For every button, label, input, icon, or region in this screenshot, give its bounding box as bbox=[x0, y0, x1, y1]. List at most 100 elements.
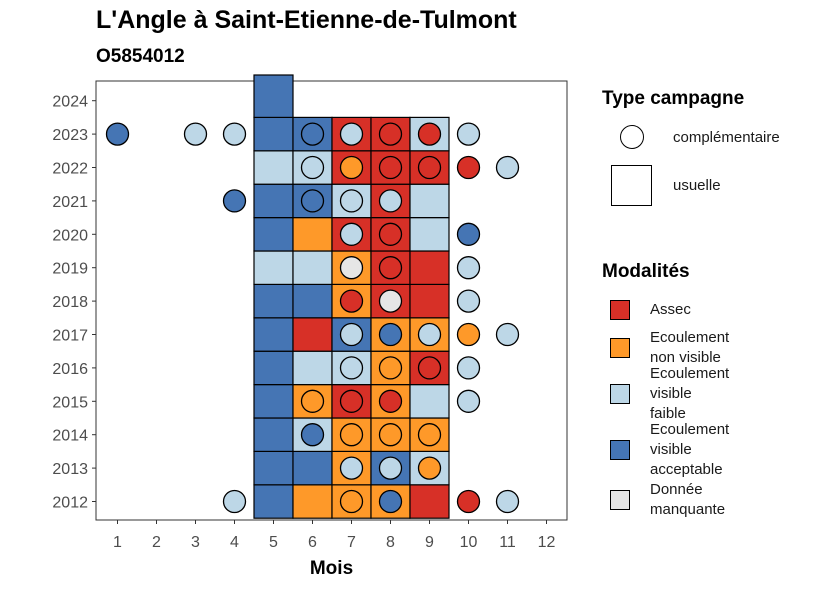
tile-2018-6 bbox=[292, 283, 333, 319]
tile-2013-6 bbox=[292, 450, 333, 486]
tile-2024-5 bbox=[253, 74, 294, 119]
tile-2021-9 bbox=[409, 183, 450, 219]
point-2017-7 bbox=[339, 322, 364, 347]
point-2019-7 bbox=[339, 256, 364, 280]
point-2022-11 bbox=[495, 155, 520, 180]
point-2017-9 bbox=[417, 322, 442, 347]
point-2022-6 bbox=[300, 155, 325, 180]
point-2023-9 bbox=[417, 122, 442, 146]
point-2021-8 bbox=[378, 189, 403, 213]
point-2023-1 bbox=[105, 122, 130, 146]
tile-2017-5 bbox=[253, 317, 294, 352]
legend-swatch-4 bbox=[610, 490, 630, 510]
tile-2020-5 bbox=[253, 217, 294, 252]
point-2017-11 bbox=[495, 322, 520, 347]
point-2014-6 bbox=[300, 423, 325, 447]
y-tick-label-2013: 2013 bbox=[52, 461, 88, 478]
tile-2018-9 bbox=[409, 283, 450, 319]
y-tick-label-2024: 2024 bbox=[52, 94, 88, 111]
x-tick-label-6: 6 bbox=[308, 534, 317, 551]
legend-type-complementaire: complémentaire bbox=[673, 129, 780, 146]
tile-2016-5 bbox=[253, 350, 294, 386]
point-2015-10 bbox=[456, 389, 481, 413]
point-2012-11 bbox=[495, 489, 520, 514]
x-tick-label-10: 10 bbox=[460, 534, 478, 551]
point-2012-10 bbox=[456, 489, 481, 514]
point-2014-8 bbox=[378, 423, 403, 447]
y-tick-label-2019: 2019 bbox=[52, 261, 88, 278]
point-2012-4 bbox=[222, 489, 247, 514]
point-2022-9 bbox=[417, 155, 442, 180]
point-2013-9 bbox=[417, 456, 442, 480]
point-2020-8 bbox=[378, 222, 403, 246]
point-2016-9 bbox=[417, 356, 442, 380]
x-tick-label-1: 1 bbox=[113, 534, 122, 551]
legend-swatch-0 bbox=[610, 300, 630, 320]
point-2013-8 bbox=[378, 456, 403, 480]
point-2013-7 bbox=[339, 456, 364, 480]
legend-swatch-3 bbox=[610, 440, 630, 460]
x-tick-label-4: 4 bbox=[230, 534, 239, 551]
x-tick-label-8: 8 bbox=[386, 534, 395, 551]
tile-2022-5 bbox=[253, 150, 294, 185]
tile-2019-6 bbox=[292, 250, 333, 286]
y-tick-label-2023: 2023 bbox=[52, 127, 88, 144]
point-2023-7 bbox=[339, 122, 364, 146]
tile-2016-6 bbox=[292, 350, 333, 386]
legend-swatch-1 bbox=[610, 338, 630, 358]
y-tick-label-2022: 2022 bbox=[52, 161, 88, 178]
x-tick-label-2: 2 bbox=[152, 534, 161, 551]
x-tick-label-9: 9 bbox=[425, 534, 434, 551]
point-2015-7 bbox=[339, 389, 364, 413]
x-tick-label-3: 3 bbox=[191, 534, 200, 551]
x-axis-title: Mois bbox=[310, 558, 353, 579]
y-tick-label-2015: 2015 bbox=[52, 394, 88, 411]
x-tick-label-7: 7 bbox=[347, 534, 356, 551]
point-2012-7 bbox=[339, 489, 364, 514]
point-2020-7 bbox=[339, 222, 364, 246]
point-2023-10 bbox=[456, 122, 481, 146]
tile-2015-9 bbox=[409, 384, 450, 419]
tile-2023-5 bbox=[253, 116, 294, 152]
y-tick-label-2012: 2012 bbox=[52, 495, 88, 512]
legend-label-0: Assec bbox=[650, 301, 691, 318]
point-2021-4 bbox=[222, 189, 247, 213]
tile-2014-5 bbox=[253, 417, 294, 453]
y-tick-label-2021: 2021 bbox=[52, 194, 88, 211]
legend-type-usuelle: usuelle bbox=[673, 177, 721, 194]
y-tick-label-2017: 2017 bbox=[52, 328, 88, 345]
point-2015-6 bbox=[300, 389, 325, 413]
point-2019-8 bbox=[378, 256, 403, 280]
point-2023-6 bbox=[300, 122, 325, 146]
tile-2012-9 bbox=[409, 484, 450, 519]
point-2023-3 bbox=[183, 122, 208, 146]
x-tick-label-5: 5 bbox=[269, 534, 278, 551]
tile-2020-9 bbox=[409, 217, 450, 252]
point-2022-8 bbox=[378, 155, 403, 180]
tile-2019-9 bbox=[409, 250, 450, 286]
point-2014-9 bbox=[417, 423, 442, 447]
x-tick-label-12: 12 bbox=[538, 534, 556, 551]
y-tick-label-2018: 2018 bbox=[52, 294, 88, 311]
point-2022-10 bbox=[456, 155, 481, 180]
point-2017-8 bbox=[378, 322, 403, 347]
legend-label-1: Ecoulement non visible bbox=[650, 329, 730, 366]
point-2015-8 bbox=[378, 389, 403, 413]
legend-square-icon bbox=[611, 165, 652, 206]
legend-swatch-2 bbox=[610, 384, 630, 404]
legend-label-2: Ecoulement visible faible bbox=[650, 365, 730, 422]
point-2016-10 bbox=[456, 356, 481, 380]
tile-2012-6 bbox=[292, 484, 333, 519]
point-2020-10 bbox=[456, 222, 481, 246]
y-tick-label-2020: 2020 bbox=[52, 227, 88, 244]
point-2012-8 bbox=[378, 489, 403, 514]
tile-2019-5 bbox=[253, 250, 294, 286]
legend-label-3: Ecoulement visible acceptable bbox=[650, 421, 730, 478]
point-2022-7 bbox=[339, 155, 364, 180]
point-2023-4 bbox=[222, 122, 247, 146]
point-2021-7 bbox=[339, 189, 364, 213]
point-2019-10 bbox=[456, 256, 481, 280]
y-tick-label-2014: 2014 bbox=[52, 428, 88, 445]
legend-type-title: Type campagne bbox=[602, 88, 745, 109]
